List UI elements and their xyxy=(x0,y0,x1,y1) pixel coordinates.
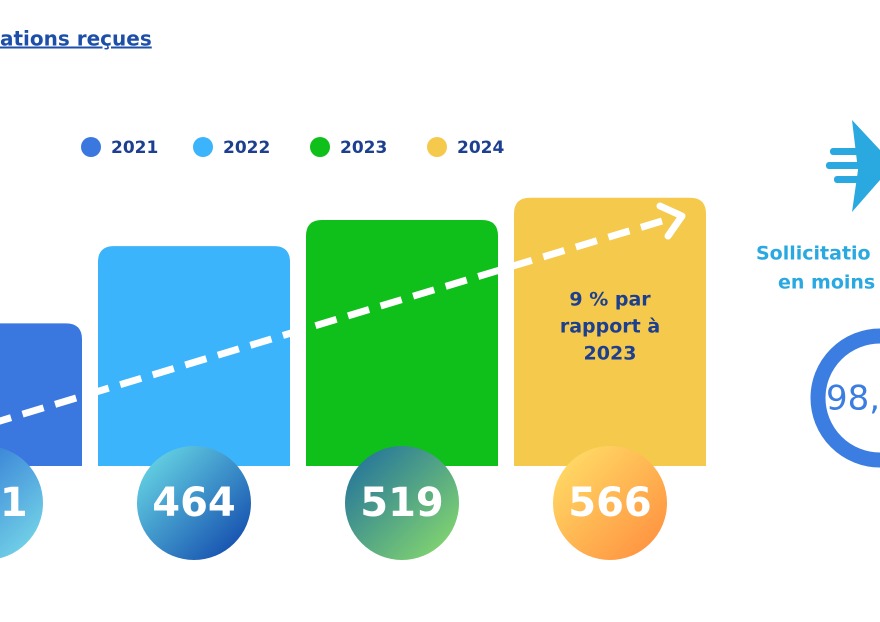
legend-label: 2024 xyxy=(457,138,504,158)
annotation: 9 % par xyxy=(569,289,651,311)
value-label: 566 xyxy=(568,480,652,526)
bar xyxy=(306,219,498,466)
value-label: 301 xyxy=(0,480,28,526)
legend-label: 2023 xyxy=(340,138,387,158)
bar xyxy=(98,246,290,466)
value-badge xyxy=(0,447,43,559)
annotation: 2023 xyxy=(584,343,637,365)
bar xyxy=(514,197,706,466)
value-badge xyxy=(137,446,251,560)
trend-arrow xyxy=(0,214,674,425)
value-label: 519 xyxy=(360,480,444,526)
side-value: 98,9 xyxy=(826,379,880,419)
side-text: Sollicitatio xyxy=(756,243,871,265)
title: ations reçues xyxy=(0,27,152,51)
annotation: rapport à xyxy=(560,316,660,338)
legend-dot xyxy=(81,137,101,157)
legend-dot xyxy=(193,137,213,157)
value-badge xyxy=(553,446,667,560)
arrow-head xyxy=(656,202,686,240)
side-text: en moins xyxy=(778,272,875,294)
icon xyxy=(826,120,880,212)
legend-dot xyxy=(310,137,330,157)
donut xyxy=(810,328,880,468)
legend-dot xyxy=(427,137,447,157)
value-badge xyxy=(345,446,459,560)
bar xyxy=(0,323,82,466)
value-label: 464 xyxy=(152,480,236,526)
legend-label: 2021 xyxy=(111,138,158,158)
legend-label: 2022 xyxy=(223,138,270,158)
